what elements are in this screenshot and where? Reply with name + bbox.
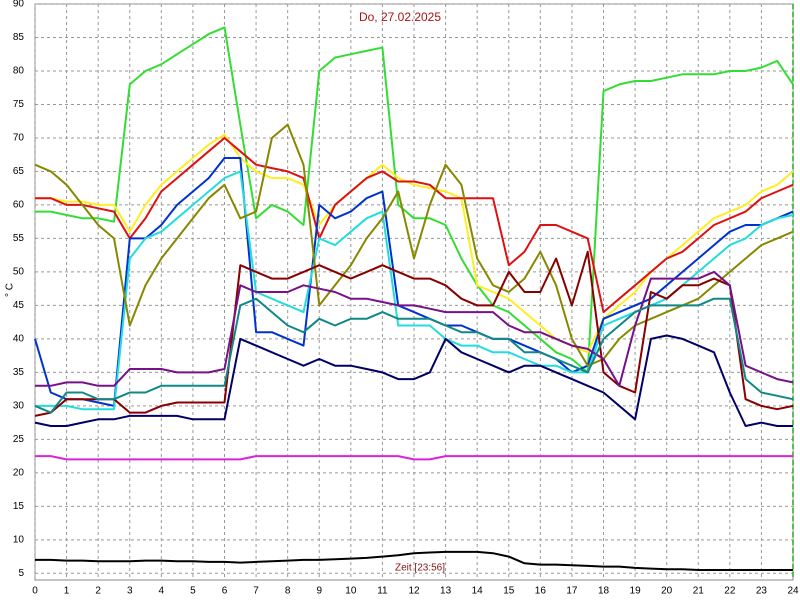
series-line — [35, 550, 793, 571]
x-tick-label: 11 — [377, 586, 388, 597]
x-tick-label: 12 — [408, 586, 420, 597]
y-tick-label: 35 — [13, 367, 25, 378]
y-tick-label: 85 — [13, 32, 25, 43]
series-line — [34, 297, 794, 414]
series-line — [35, 26, 794, 374]
series-line — [34, 250, 794, 417]
series-line — [34, 157, 794, 407]
series-line — [34, 334, 793, 427]
y-tick-label: 55 — [13, 233, 25, 244]
y-tick-label: 15 — [13, 501, 25, 512]
x-tick-label: 16 — [535, 586, 547, 597]
series-line — [35, 455, 793, 461]
y-tick-label: 30 — [13, 401, 25, 412]
x-tick-label: 7 — [253, 586, 259, 597]
y-tick-label: 40 — [13, 334, 25, 345]
x-tick-label: 20 — [661, 586, 673, 597]
x-tick-label: 19 — [630, 586, 642, 597]
x-tick-label: 6 — [222, 586, 228, 597]
y-tick-label: 60 — [13, 200, 25, 211]
y-tick-label: 45 — [13, 300, 25, 311]
y-tick-label: 20 — [13, 467, 25, 478]
x-tick-label: 2 — [95, 586, 101, 597]
x-tick-label: 13 — [440, 586, 452, 597]
series-line — [35, 270, 794, 387]
x-axis-label: Zeit [23:56] — [395, 563, 445, 574]
x-tick-label: 0 — [32, 586, 38, 597]
x-tick-label: 17 — [566, 586, 578, 597]
x-tick-label: 24 — [787, 586, 799, 597]
y-tick-label: 5 — [18, 568, 24, 579]
series-line — [35, 137, 794, 314]
x-tick-label: 10 — [345, 586, 357, 597]
y-tick-label: 75 — [13, 99, 25, 110]
y-tick-label: 25 — [13, 434, 25, 445]
x-tick-label: 1 — [64, 586, 70, 597]
y-axis-label: ° C — [5, 283, 16, 297]
x-tick-label: 18 — [598, 586, 610, 597]
x-tick-label: 21 — [693, 586, 705, 597]
y-tick-label: 90 — [13, 0, 25, 10]
y-tick-label: 10 — [13, 534, 25, 545]
y-tick-label: 65 — [13, 166, 25, 177]
lines — [34, 4, 794, 580]
x-tick-label: 3 — [127, 586, 133, 597]
y-tick-label: 70 — [13, 133, 25, 144]
x-tick-label: 5 — [190, 586, 196, 597]
x-tick-label: 14 — [472, 586, 484, 597]
x-tick-label: 22 — [724, 586, 736, 597]
x-tick-label: 4 — [159, 586, 165, 597]
y-tick-label: 50 — [13, 267, 25, 278]
x-tick-label: 15 — [503, 586, 515, 597]
x-tick-label: 8 — [285, 586, 291, 597]
chart-title: Do, 27.02.2025 — [359, 10, 441, 24]
x-tick-label: 23 — [756, 586, 768, 597]
y-tick-label: 80 — [13, 66, 25, 77]
series-line — [34, 123, 794, 367]
x-tick-label: 9 — [316, 586, 322, 597]
